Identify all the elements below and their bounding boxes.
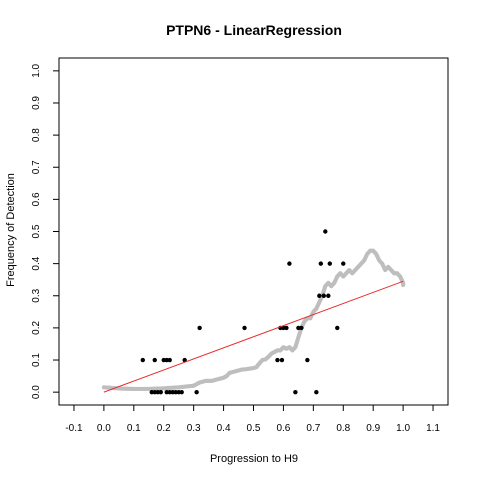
y-axis-label: Frequency of Detection	[5, 173, 17, 287]
x-tick-label: 1.1	[426, 423, 440, 434]
x-axis: -0.1 0.0 0.1 0.2 0.3 0.4 0.5 0.6 0.7 0.8 0.9 1.0 1.1	[65, 405, 440, 434]
smooth-point	[401, 282, 406, 288]
data-point	[314, 389, 319, 395]
data-point	[284, 325, 289, 331]
plot-frame	[58, 57, 449, 406]
x-tick-label: 0.5	[247, 423, 261, 434]
data-point	[182, 357, 187, 363]
data-point	[341, 261, 346, 266]
data-point	[275, 357, 280, 363]
data-point	[335, 325, 340, 331]
observed-points-series	[140, 229, 346, 395]
y-tick-label: 0.6	[31, 192, 42, 206]
data-point	[279, 357, 285, 363]
smooth-trend-series	[101, 248, 406, 392]
x-tick-label: 0.7	[306, 423, 320, 434]
data-point	[140, 357, 145, 363]
data-point	[327, 261, 333, 266]
data-point	[318, 261, 324, 266]
y-axis: 0.0 0.1 0.2 0.3 0.4 0.5 0.6 0.7 0.8 0.9 1.0	[31, 63, 59, 399]
y-tick-label: 0.5	[31, 224, 42, 238]
regression-line	[103, 280, 404, 393]
data-point	[287, 261, 292, 266]
data-point	[299, 325, 304, 331]
data-point	[242, 325, 247, 331]
y-tick-label: 1.0	[31, 63, 42, 77]
x-tick-label: 0.4	[217, 423, 231, 434]
y-tick-label: 0.4	[31, 256, 42, 270]
data-point	[326, 293, 331, 298]
x-tick-label: 0.9	[366, 423, 380, 434]
data-point	[158, 389, 163, 395]
y-tick-label: 0.3	[31, 288, 42, 302]
data-point	[323, 229, 328, 234]
x-axis-label: Progression to H9	[210, 453, 298, 465]
x-tick-label: 0.1	[127, 423, 141, 434]
data-point	[321, 293, 327, 298]
data-point	[167, 357, 172, 363]
x-tick-label: 0.6	[276, 423, 290, 434]
data-point	[317, 293, 322, 298]
data-point	[305, 357, 310, 363]
x-tick-label: 0.8	[336, 423, 350, 434]
regression-fit-series	[103, 280, 404, 393]
y-tick-label: 0.0	[31, 385, 42, 399]
y-tick-label: 0.7	[31, 160, 42, 174]
data-point	[197, 325, 202, 331]
data-point	[194, 389, 199, 395]
data-point	[179, 389, 184, 395]
x-tick-label: -0.1	[65, 423, 83, 434]
y-tick-label: 0.8	[31, 128, 42, 142]
y-tick-label: 0.2	[31, 321, 42, 335]
chart-title: PTPN6 - LinearRegression	[166, 22, 342, 38]
y-tick-label: 0.1	[31, 353, 42, 367]
x-tick-label: 0.3	[187, 423, 201, 434]
x-tick-label: 0.0	[97, 423, 111, 434]
y-tick-label: 0.9	[31, 96, 42, 110]
data-point	[293, 389, 298, 395]
x-tick-label: 0.2	[157, 423, 171, 434]
data-point	[152, 357, 157, 363]
x-tick-label: 1.0	[396, 423, 410, 434]
